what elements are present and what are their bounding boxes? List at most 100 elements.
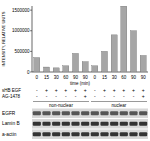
treatment-sign: - (94, 87, 96, 93)
x-tick-label: 15 (44, 75, 50, 80)
x-tick-label: 15 (102, 75, 108, 80)
y-tick-label: 1500000 (12, 8, 30, 13)
treatment-sign: - (36, 87, 38, 93)
bar (102, 51, 108, 72)
blot-band (52, 132, 60, 136)
treatment-sign: + (84, 87, 87, 93)
treatment-sign: + (64, 87, 67, 93)
treatment-sign: - (65, 93, 67, 99)
figure: 0 500000 1000000 1500000 INTENSITY, RELATIVE… (0, 0, 150, 141)
x-tick-label: 90 (83, 75, 89, 80)
blot-band (110, 122, 118, 126)
bar (92, 66, 98, 72)
x-tick-label: 90 (73, 75, 79, 80)
bar (121, 6, 127, 72)
blot-band (71, 111, 79, 115)
x-tick-label: 0 (94, 75, 97, 80)
blot-band (71, 132, 79, 136)
blot-background (32, 119, 148, 129)
treatment-sign: - (113, 93, 115, 99)
treatment-sign: - (133, 93, 135, 99)
blot-band (139, 132, 147, 136)
bar (111, 35, 117, 72)
blot-label: Lamin B (2, 121, 20, 126)
treatment-sign: + (45, 87, 48, 93)
blot-label: a-actin (2, 132, 17, 137)
y-tick (30, 30, 32, 31)
treatment-sign: + (142, 87, 145, 93)
y-axis-title: INTENSITY, RELATIVE UNITS (1, 11, 6, 66)
treatment-sign: - (36, 93, 38, 99)
blot-band (62, 132, 70, 136)
blot-band (81, 111, 89, 115)
bar (63, 66, 69, 72)
treatment-sign: - (104, 93, 106, 99)
treatment-sign: + (55, 87, 58, 93)
blot-band (100, 132, 108, 136)
y-tick-label: 0 (27, 70, 30, 75)
treatment-sign: + (84, 93, 87, 99)
bar (34, 58, 40, 72)
blot-band (42, 132, 50, 136)
blot-band (129, 122, 137, 126)
group-label: non-nuclear (49, 103, 73, 108)
blot-band (42, 111, 50, 115)
blot-band (129, 111, 137, 115)
treatment-sign: + (103, 87, 106, 93)
bar (140, 56, 146, 73)
bar (44, 67, 50, 72)
blot-band (120, 122, 128, 126)
blot-band (62, 122, 70, 126)
treatment-sign: + (122, 87, 125, 93)
x-tick-label: 30 (112, 75, 118, 80)
blot-band (42, 122, 50, 126)
treatment-label: AG-1478 (2, 94, 21, 99)
y-tick (30, 72, 32, 73)
blot-band (100, 122, 108, 126)
treatment-label: sHB EGF (2, 88, 21, 93)
treatment-sign: - (123, 93, 125, 99)
bar (53, 68, 59, 72)
x-tick-label: 90 (141, 75, 147, 80)
blot-band (71, 122, 79, 126)
blot-band (110, 132, 118, 136)
blot-band (139, 122, 147, 126)
treatment-sign: + (74, 87, 77, 93)
blot-band (91, 122, 99, 126)
blot-band (120, 111, 128, 115)
bar (82, 62, 88, 72)
blot-band (52, 122, 60, 126)
y-tick-label: 500000 (14, 49, 30, 54)
y-tick (30, 10, 32, 11)
blot-background (32, 109, 148, 119)
x-tick-label: 60 (63, 75, 69, 80)
x-axis-title: time (min) (70, 81, 91, 86)
blot-background (32, 130, 148, 140)
treatment-sign: - (55, 93, 57, 99)
blot-band (62, 111, 70, 115)
treatment-sign: + (142, 93, 145, 99)
x-tick-label: 60 (121, 75, 127, 80)
blot-band (33, 122, 41, 126)
bars (34, 6, 146, 72)
y-axis (32, 6, 33, 72)
blot-band (52, 111, 60, 115)
blot-band (81, 132, 89, 136)
blot-band (139, 111, 147, 115)
blot-band (120, 132, 128, 136)
treatment-sign: - (46, 93, 48, 99)
blot-label: EGFR (2, 111, 16, 116)
blot-band (110, 111, 118, 115)
treatment-sign: + (132, 87, 135, 93)
blot-band (33, 111, 41, 115)
blot-band (91, 132, 99, 136)
bar (73, 53, 79, 72)
y-tick (30, 51, 32, 52)
x-tick-label: 30 (54, 75, 60, 80)
blot-band (129, 132, 137, 136)
group-label: nuclear (112, 103, 127, 108)
y-tick-label: 1000000 (12, 28, 30, 33)
x-tick-label: 90 (131, 75, 137, 80)
x-tick-label: 0 (36, 75, 39, 80)
bar (131, 31, 137, 72)
